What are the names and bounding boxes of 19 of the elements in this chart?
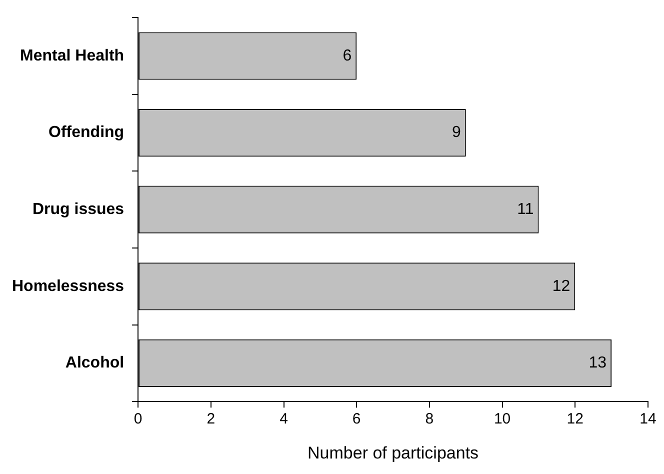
y-tick-label: Mental Health [20,47,124,64]
y-tick-label: Offending [48,124,124,142]
x-axis-title: Number of participants [308,443,479,462]
y-tick-label: Homelessness [12,278,124,295]
y-tick-label: Alcohol [65,354,124,372]
x-tick-label: 2 [206,410,216,428]
data-label: 11 [517,201,534,218]
data-label: 9 [452,124,461,142]
data-label: 6 [342,47,352,64]
x-tick-label: 6 [352,410,361,428]
x-tick-label: 4 [280,410,288,428]
x-tick-label: 10 [494,410,511,428]
x-tick-label: 12 [566,410,584,428]
data-label: 13 [588,354,607,372]
x-tick-label: 0 [134,410,142,428]
x-tick-label: 8 [425,410,434,428]
y-tick-label: Drug issues [32,201,124,218]
x-tick-label: 14 [640,410,656,428]
data-label: 12 [552,278,570,295]
